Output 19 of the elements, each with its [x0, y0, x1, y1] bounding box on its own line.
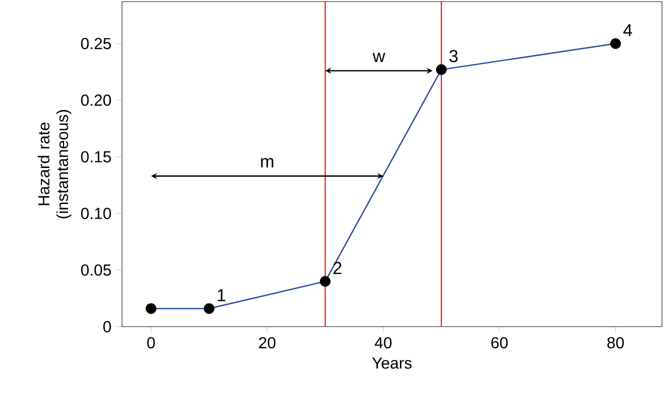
y-tick-label: 0.10	[81, 208, 111, 220]
annotation: w	[372, 52, 386, 62]
x-tick-label: 60	[491, 337, 508, 348]
x-tick-label: 0	[147, 337, 155, 348]
x-axis-title: Years	[372, 358, 412, 369]
x-tick-label: 40	[374, 337, 392, 348]
y-tick-label: 0.25	[81, 38, 111, 50]
x-tick-label: 20	[259, 337, 276, 348]
annotation: m	[261, 158, 274, 168]
annotation: 3	[449, 50, 458, 62]
x-tick-label: 80	[607, 337, 624, 348]
y-tick-label: 0.15	[81, 151, 111, 162]
y-tick-label: 0	[103, 321, 111, 332]
annotation: 4	[623, 24, 632, 36]
y-axis-title: Hazard rate (instantaneous)	[38, 110, 72, 218]
y-tick-label: 0.05	[81, 264, 111, 276]
y-tick-label: 0.20	[81, 94, 111, 106]
annotation: 1	[218, 289, 226, 302]
annotation: 2	[333, 262, 342, 274]
